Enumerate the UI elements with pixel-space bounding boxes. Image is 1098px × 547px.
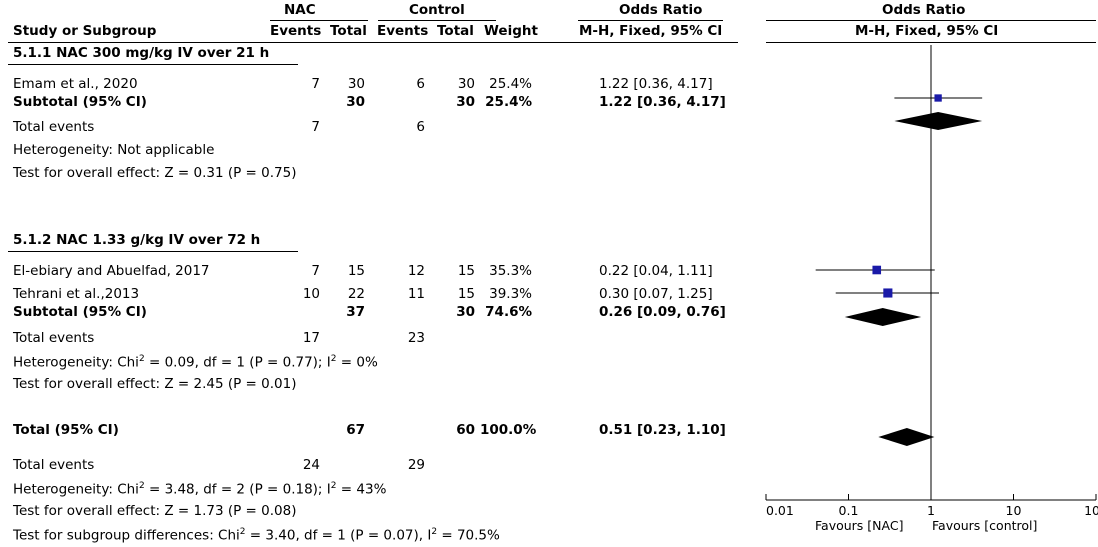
subtotal-total-nac: 37 — [346, 304, 365, 320]
tick-label: 0.1 — [839, 503, 859, 518]
subtotal-ci: 1.22 [0.36, 4.17] — [599, 94, 726, 110]
header-nac: NAC — [284, 2, 316, 18]
events-control: 6 — [416, 76, 425, 92]
total-events-label: Total events — [13, 119, 95, 135]
total-ci: 0.51 [0.23, 1.10] — [599, 422, 726, 438]
total-weight: 100.0% — [480, 422, 537, 438]
study-marker — [934, 94, 942, 102]
subtotal-total-control: 30 — [456, 304, 475, 320]
group2-title-underline — [8, 251, 298, 252]
header-events-control: Events — [377, 23, 429, 39]
heterogeneity: Heterogeneity: Chi2 = 0.09, df = 1 (P = … — [13, 354, 378, 371]
tick-label: 0.01 — [766, 503, 794, 518]
header-odds-ratio-plot: Odds Ratio — [882, 2, 966, 18]
heterogeneity: Heterogeneity: Chi2 = 3.48, df = 2 (P = … — [13, 481, 387, 498]
study-name: Emam et al., 2020 — [13, 76, 138, 92]
study-marker — [883, 288, 893, 298]
odds-ratio-underline — [578, 20, 723, 21]
nac-underline — [270, 20, 368, 21]
subgroup-differences: Test for subgroup differences: Chi2 = 3.… — [13, 527, 500, 544]
summary-diamond — [894, 112, 983, 130]
events-control: 12 — [407, 263, 425, 279]
header-total-nac: Total — [330, 23, 367, 39]
header-divider — [8, 42, 738, 43]
events-control: 11 — [407, 286, 425, 302]
total-control: 15 — [457, 286, 475, 302]
total-events-nac: 24 — [302, 457, 320, 473]
study-marker — [872, 265, 882, 275]
subtotal-total-control: 30 — [456, 94, 475, 110]
subtotal-label: Subtotal (95% CI) — [13, 304, 147, 320]
total-control: 15 — [457, 263, 475, 279]
events-nac: 7 — [311, 263, 320, 279]
control-underline — [378, 20, 496, 21]
odds-ratio-ci: 0.22 [0.04, 1.11] — [599, 263, 713, 279]
total-control: 30 — [457, 76, 475, 92]
header-method-plot: M-H, Fixed, 95% CI — [855, 23, 999, 39]
header-weight: Weight — [484, 23, 538, 39]
weight: 39.3% — [489, 286, 532, 302]
subtotal-total-nac: 30 — [346, 94, 365, 110]
total-total-nac: 67 — [346, 422, 365, 438]
overall-effect: Test for overall effect: Z = 0.31 (P = 0… — [13, 165, 297, 181]
odds-ratio-plot-underline — [766, 20, 1096, 21]
header-total-control: Total — [437, 23, 474, 39]
total-events-nac: 7 — [311, 119, 320, 135]
subtotal-ci: 0.26 [0.09, 0.76] — [599, 304, 726, 320]
total-label: Total (95% CI) — [13, 422, 119, 438]
header-control: Control — [409, 2, 465, 18]
header-divider-plot — [766, 42, 1096, 43]
summary-diamond — [878, 428, 935, 446]
events-nac: 7 — [311, 76, 320, 92]
heterogeneity: Heterogeneity: Not applicable — [13, 142, 215, 158]
header-odds-ratio: Odds Ratio — [619, 2, 703, 18]
group1-title-underline — [8, 64, 298, 65]
total-events-control: 6 — [416, 119, 425, 135]
header-study: Study or Subgroup — [13, 23, 157, 39]
total-events-nac: 17 — [302, 330, 320, 346]
total-total-control: 60 — [456, 422, 475, 438]
study-name: Tehrani et al.,2013 — [13, 286, 140, 302]
overall-effect: Test for overall effect: Z = 1.73 (P = 0… — [13, 503, 297, 519]
summary-diamond — [844, 308, 922, 326]
total-events-control: 29 — [407, 457, 425, 473]
header-method: M-H, Fixed, 95% CI — [579, 23, 723, 39]
tick-label: 10 — [1006, 503, 1022, 518]
total-nac: 22 — [347, 286, 365, 302]
total-events-control: 23 — [407, 330, 425, 346]
total-nac: 15 — [347, 263, 365, 279]
events-nac: 10 — [302, 286, 320, 302]
tick-label: 100 — [1084, 503, 1098, 518]
favours-nac-label: Favours [NAC] — [815, 518, 904, 533]
odds-ratio-ci: 0.30 [0.07, 1.25] — [599, 286, 713, 302]
overall-effect: Test for overall effect: Z = 2.45 (P = 0… — [13, 376, 297, 392]
study-name: El-ebiary and Abuelfad, 2017 — [13, 263, 210, 279]
total-nac: 30 — [347, 76, 365, 92]
subtotal-weight: 74.6% — [485, 304, 532, 320]
tick-label: 1 — [927, 503, 935, 518]
weight: 25.4% — [489, 76, 532, 92]
total-events-label: Total events — [13, 330, 95, 346]
subtotal-weight: 25.4% — [485, 94, 532, 110]
group1-title: 5.1.1 NAC 300 mg/kg IV over 21 h — [13, 45, 270, 61]
subtotal-label: Subtotal (95% CI) — [13, 94, 147, 110]
odds-ratio-ci: 1.22 [0.36, 4.17] — [599, 76, 713, 92]
favours-control-label: Favours [control] — [932, 518, 1038, 533]
header-events-nac: Events — [270, 23, 322, 39]
total-events-label: Total events — [13, 457, 95, 473]
weight: 35.3% — [489, 263, 532, 279]
group2-title: 5.1.2 NAC 1.33 g/kg IV over 72 h — [13, 232, 261, 248]
